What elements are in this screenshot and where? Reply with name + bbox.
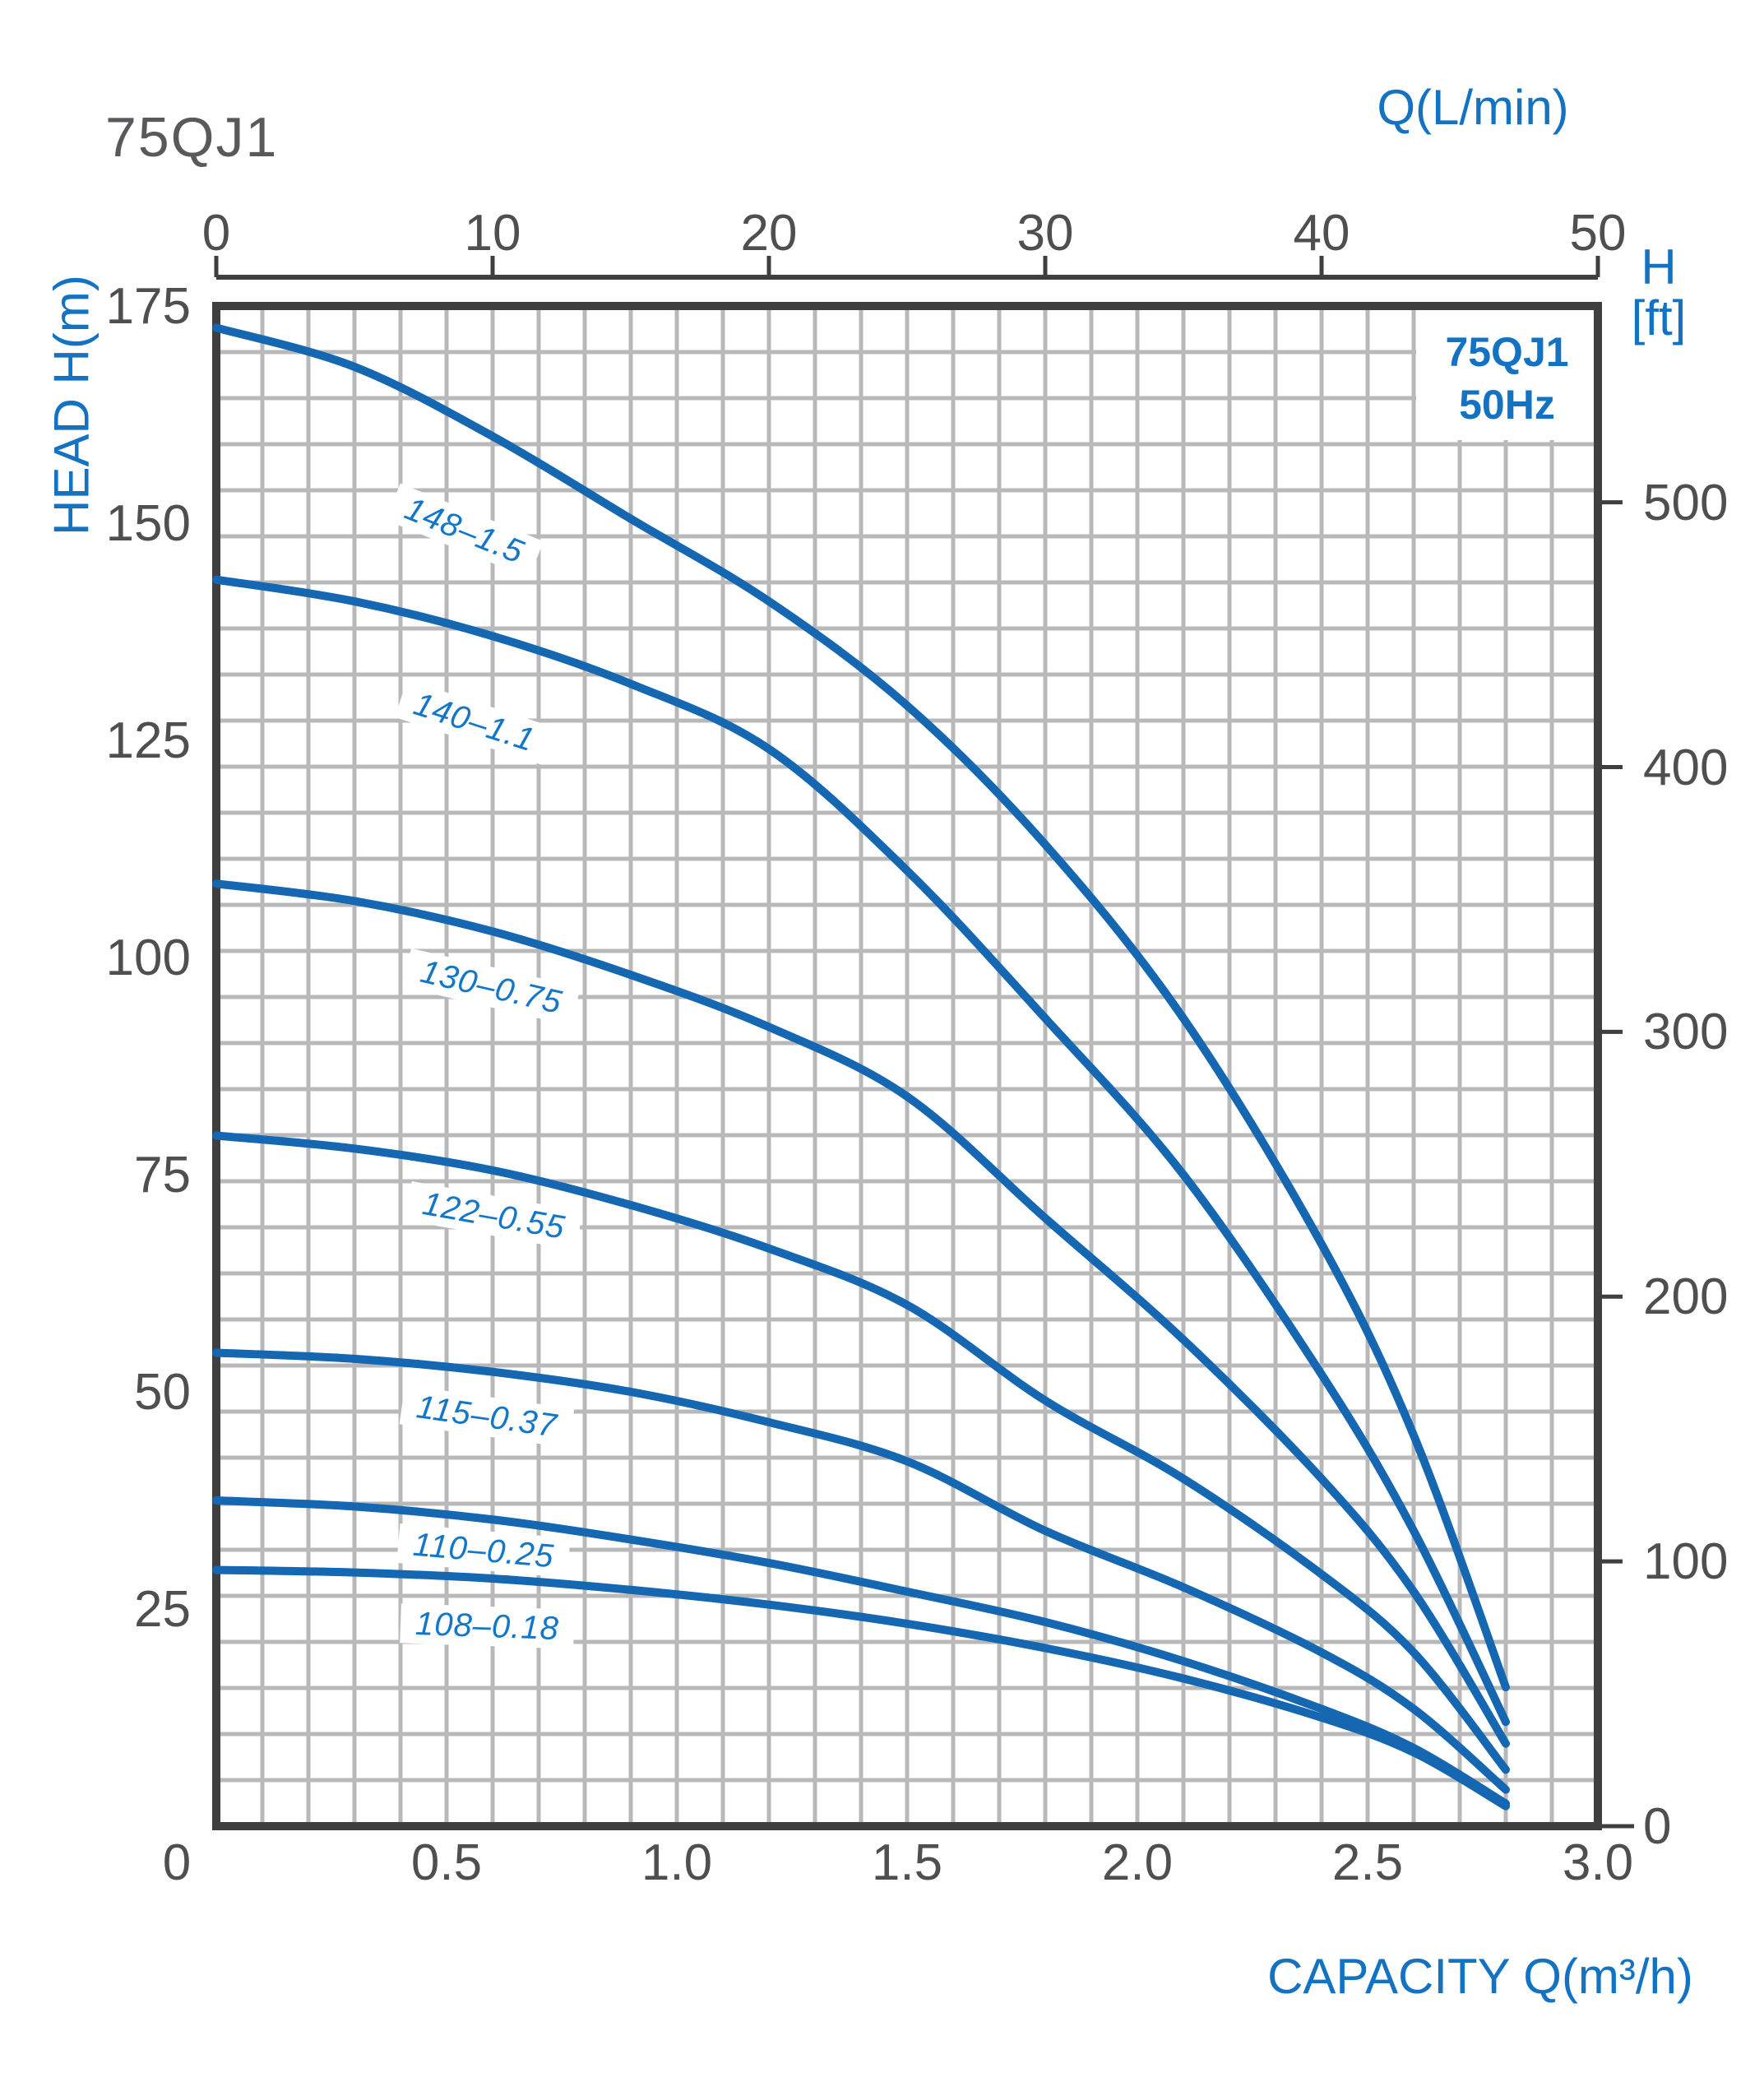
left-axis-tick-label: 175	[105, 278, 191, 335]
plot-border	[212, 302, 1602, 1830]
curve-130-0.75	[212, 879, 1510, 1748]
bottom-axis-tick-label: 0.5	[410, 1834, 483, 1891]
bottom-axis-tick-label: 2.0	[1101, 1834, 1174, 1891]
curve-122-0.55	[212, 1131, 1510, 1774]
bottom-axis-tick-label: 1.0	[641, 1834, 713, 1891]
top-axis-tick-label: 50	[1569, 205, 1627, 262]
right-axis-tick-label: 400	[1643, 739, 1729, 796]
legend-frequency: 50Hz	[1459, 382, 1555, 428]
left-axis-tick-label: 150	[105, 495, 191, 552]
legend-model: 75QJ1	[1445, 329, 1569, 375]
curve-108-0.18	[212, 1565, 1510, 1811]
curve-140-1.1	[212, 575, 1510, 1727]
curve-115-0.37	[212, 1348, 1510, 1794]
left-axis-tick-label: 100	[105, 930, 191, 986]
top-axis-tick-label: 10	[464, 205, 521, 262]
page-title: 75QJ1	[105, 106, 279, 169]
curve-148-1.5	[212, 323, 1510, 1692]
right-axis-tick-label: 100	[1643, 1533, 1729, 1591]
bottom-axis-tick-label: 2.5	[1331, 1834, 1404, 1891]
right-axis-title-ft: [ft]	[1631, 290, 1687, 345]
right-axis-tick-label: 0	[1643, 1798, 1672, 1855]
top-axis-tick-label: 0	[201, 205, 231, 262]
right-axis-tick-label: 200	[1643, 1268, 1729, 1326]
top-axis-tick-label: 30	[1016, 205, 1074, 262]
top-axis-title: Q(L/min)	[1377, 80, 1569, 135]
curve-label-108-0.18: 108–0.18	[399, 1603, 575, 1649]
bottom-axis-tick-label: 1.5	[871, 1834, 943, 1891]
bottom-axis-title: CAPACITY Q(m³/h)	[1267, 1949, 1693, 2004]
bottom-axis-tick-label: 0	[162, 1834, 192, 1891]
legend-box-text: 75QJ1 50Hz	[1416, 326, 1598, 431]
top-axis-tick-label: 20	[740, 205, 798, 262]
top-axis-tick-label: 40	[1293, 205, 1350, 262]
curve-110-0.25	[212, 1496, 1510, 1808]
left-axis-tick-label: 125	[105, 712, 191, 769]
left-axis-tick-label: 25	[134, 1581, 191, 1638]
legend-box	[1416, 310, 1594, 440]
right-axis-tick-label: 300	[1643, 1004, 1729, 1061]
bottom-axis-tick-label: 3.0	[1562, 1834, 1634, 1891]
left-axis-tick-label: 75	[134, 1147, 191, 1203]
left-axis-tick-label: 50	[134, 1364, 191, 1421]
right-axis-title-h: H	[1641, 239, 1677, 294]
right-axis-tick-label: 500	[1643, 474, 1729, 531]
